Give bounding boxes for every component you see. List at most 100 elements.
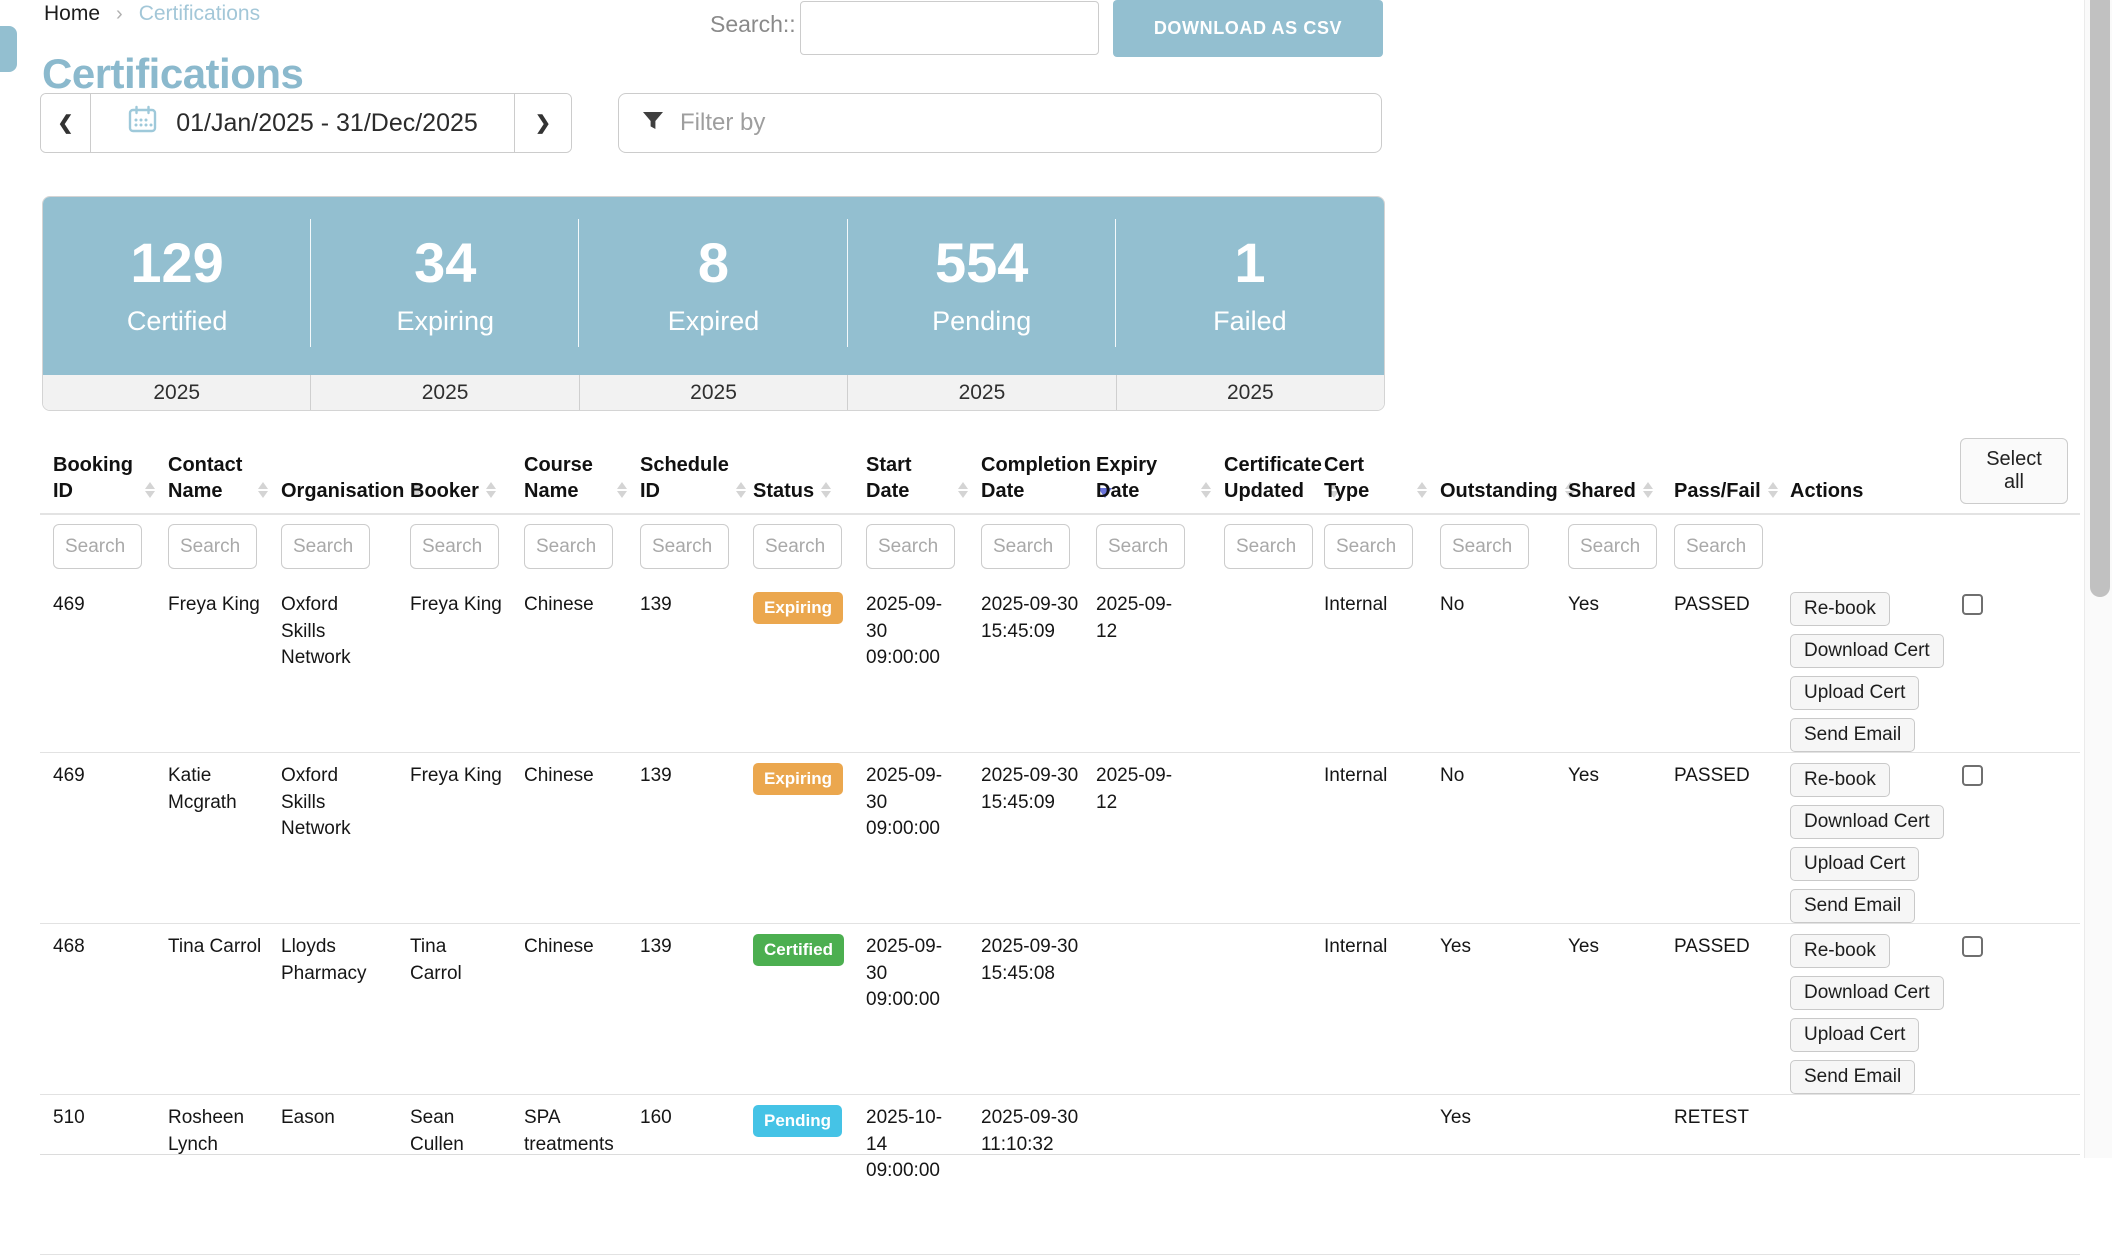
column-search-certificate_updated[interactable] <box>1224 524 1313 569</box>
send-email-button[interactable]: Send Email <box>1790 718 1916 752</box>
cell-outstanding: Yes <box>1427 1105 1555 1254</box>
stat-year: 2025 <box>1117 375 1384 410</box>
cell-booker: Freya King <box>397 763 511 923</box>
cell-value: Chinese <box>524 594 594 615</box>
stats-years-row: 2025 2025 2025 2025 2025 <box>43 375 1384 410</box>
cell-pass_fail: PASSED <box>1661 934 1777 1094</box>
date-range-display[interactable]: 01/Jan/2025 - 31/Dec/2025 <box>91 94 514 152</box>
column-header-shared[interactable]: Shared <box>1555 478 1661 504</box>
re-book-button[interactable]: Re-book <box>1790 934 1890 968</box>
cell-actions: Re-book Download Cert Upload Cert Send Emai… <box>1777 592 1947 752</box>
upload-cert-button[interactable]: Upload Cert <box>1790 847 1920 881</box>
cell-shared: Yes <box>1555 763 1661 923</box>
column-label: Completion Date <box>981 454 1091 502</box>
column-search-status[interactable] <box>753 524 842 569</box>
cell-start_date: 2025-09-30 09:00:00 <box>853 763 968 923</box>
column-search-contact_name[interactable] <box>168 524 257 569</box>
column-search-booker[interactable] <box>410 524 499 569</box>
column-header-booker[interactable]: Booker <box>397 478 511 504</box>
sort-icon <box>617 482 627 498</box>
stat-year-label: 2025 <box>421 380 469 404</box>
certifications-table: Booking ID Contact Name Organisation Booker… <box>40 438 2080 1255</box>
column-label: Start Date <box>866 454 912 502</box>
re-book-button[interactable]: Re-book <box>1790 763 1890 797</box>
column-search-booking_id[interactable] <box>53 524 142 569</box>
cell-value: 2025-09-30 11:10:32 <box>981 1107 1079 1155</box>
column-search-shared[interactable] <box>1568 524 1657 569</box>
column-header-pass_fail[interactable]: Pass/Fail <box>1661 478 1778 504</box>
column-header-schedule_id[interactable]: Schedule ID <box>627 452 746 504</box>
vertical-scrollbar[interactable] <box>2084 0 2112 1158</box>
cell-organisation: Lloyds Pharmacy <box>268 934 397 1094</box>
download-cert-button[interactable]: Download Cert <box>1790 805 1944 839</box>
download-cert-button[interactable]: Download Cert <box>1790 976 1944 1010</box>
column-header-organisation[interactable]: Organisation <box>268 478 422 504</box>
row-checkbox[interactable] <box>1962 765 1983 786</box>
next-period-button[interactable]: ❯ <box>514 94 571 152</box>
filter-by-input[interactable] <box>678 108 1359 138</box>
column-header-course_name[interactable]: Course Name <box>511 452 627 504</box>
table-header-row: Booking ID Contact Name Organisation Booker… <box>40 438 2080 515</box>
cell-value: Yes <box>1440 1107 1471 1128</box>
download-cert-button[interactable]: Download Cert <box>1790 634 1944 668</box>
sort-up-arrow <box>485 482 496 489</box>
sort-icon <box>958 482 968 498</box>
column-search-start_date[interactable] <box>866 524 955 569</box>
select-all-button[interactable]: Select all <box>1960 438 2068 504</box>
cell-value: 469 <box>53 765 85 786</box>
row-checkbox[interactable] <box>1962 594 1983 615</box>
stat-label: Expiring <box>396 306 495 336</box>
column-header-contact_name[interactable]: Contact Name <box>155 452 268 504</box>
column-search-completion_date[interactable] <box>981 524 1070 569</box>
column-search-organisation[interactable] <box>281 524 370 569</box>
scrollbar-thumb[interactable] <box>2090 0 2110 597</box>
upload-cert-button[interactable]: Upload Cert <box>1790 1018 1920 1052</box>
column-header-certificate_updated[interactable]: Certificate Updated <box>1211 452 1339 504</box>
previous-period-button[interactable]: ❮ <box>41 94 91 152</box>
cell-value: 2025-10-14 09:00:00 <box>866 1107 943 1182</box>
cell-value: 2025-09-30 09:00:00 <box>866 594 943 669</box>
upload-cert-button[interactable]: Upload Cert <box>1790 676 1920 710</box>
re-book-button[interactable]: Re-book <box>1790 592 1890 626</box>
column-header-booking_id[interactable]: Booking ID <box>40 452 155 504</box>
sort-icon <box>258 482 268 498</box>
column-label: Outstanding <box>1440 480 1558 502</box>
column-header-cert_type[interactable]: Cert Type <box>1311 452 1427 504</box>
search-input[interactable] <box>800 1 1099 55</box>
cell-booking_id: 468 <box>40 934 155 1094</box>
column-header-outstanding[interactable]: Outstanding <box>1427 478 1575 504</box>
breadcrumb-home-link[interactable]: Home <box>44 2 101 25</box>
column-search-schedule_id[interactable] <box>640 524 729 569</box>
stat-year-label: 2025 <box>1226 380 1274 404</box>
cell-outstanding: No <box>1427 592 1555 752</box>
column-search-pass_fail[interactable] <box>1674 524 1763 569</box>
cell-expiry_date <box>1083 934 1211 1094</box>
column-header-status[interactable]: Status <box>740 478 853 504</box>
search-cell-pass_fail <box>1661 524 1777 569</box>
column-search-course_name[interactable] <box>524 524 613 569</box>
download-csv-button[interactable]: DOWNLOAD AS CSV <box>1113 0 1383 57</box>
cell-value: Yes <box>1568 936 1599 957</box>
cell-expiry_date <box>1083 1105 1211 1254</box>
sort-desc-icon <box>1098 488 1112 498</box>
column-header-start_date[interactable]: Start Date <box>853 452 968 504</box>
cell-booking_id: 510 <box>40 1105 155 1254</box>
send-email-button[interactable]: Send Email <box>1790 1060 1916 1094</box>
stat-value: 34 <box>414 231 477 294</box>
breadcrumb-separator: › <box>116 2 123 25</box>
column-header-expiry_date[interactable]: Expiry Date <box>1083 452 1211 504</box>
column-search-expiry_date[interactable] <box>1096 524 1185 569</box>
column-search-outstanding[interactable] <box>1440 524 1529 569</box>
cell-value: Internal <box>1324 936 1388 957</box>
cell-outstanding: No <box>1427 763 1555 923</box>
column-header-completion_date[interactable]: Completion Date <box>968 452 1112 504</box>
row-checkbox[interactable] <box>1962 936 1983 957</box>
sort-icon <box>735 482 746 498</box>
cell-completion_date: 2025-09-30 15:45:09 <box>968 763 1083 923</box>
cell-status: Expiring <box>740 592 853 752</box>
stat-pending: 554 Pending <box>848 197 1117 375</box>
cell-shared: Yes <box>1555 592 1661 752</box>
send-email-button[interactable]: Send Email <box>1790 889 1916 923</box>
column-search-cert_type[interactable] <box>1324 524 1413 569</box>
cell-certificate_updated <box>1211 763 1311 923</box>
